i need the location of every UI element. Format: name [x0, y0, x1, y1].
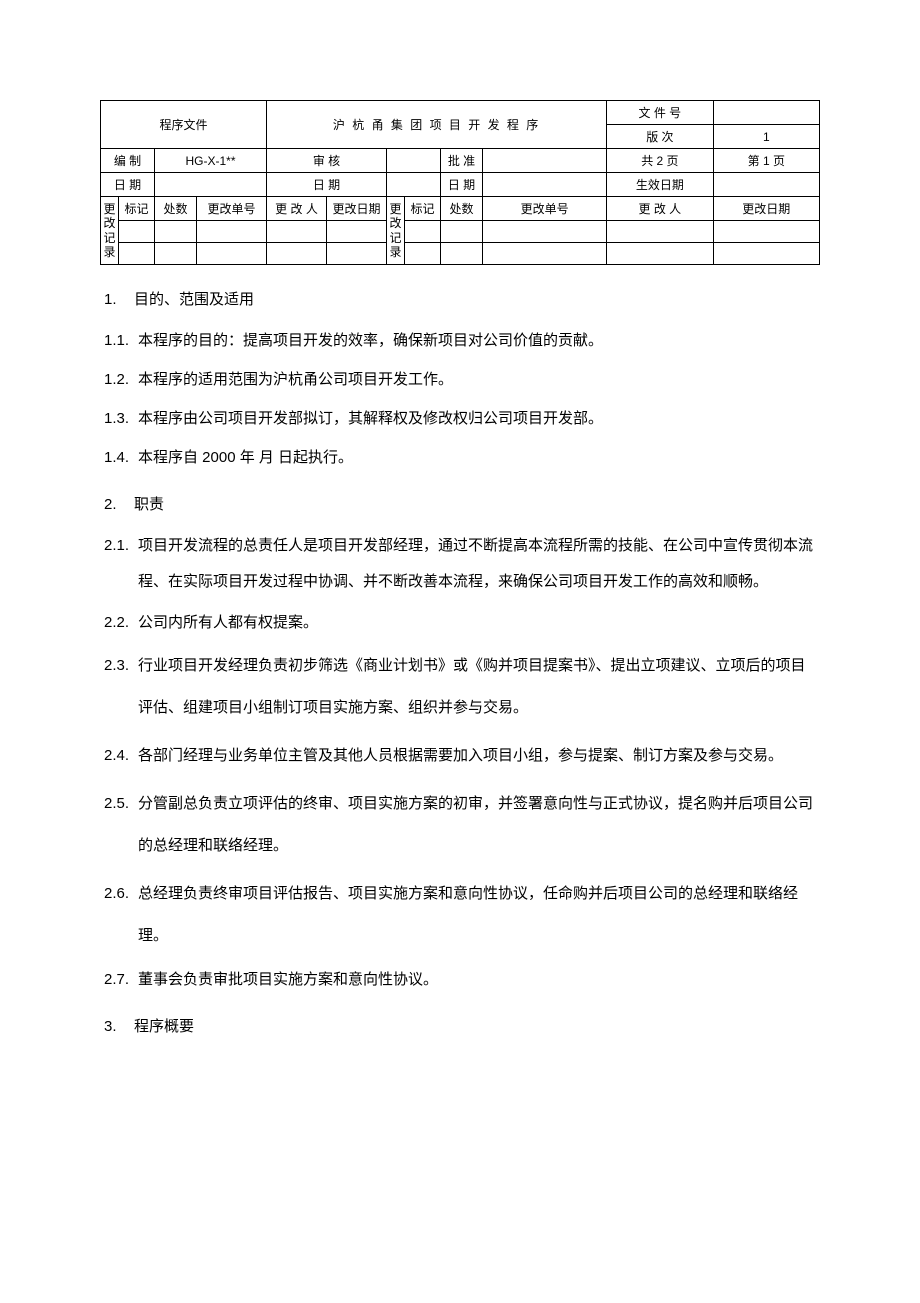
item-2-7: 2.7.董事会负责审批项目实施方案和意向性协议。 — [104, 963, 816, 996]
item-num: 1.2. — [104, 363, 138, 396]
version-label: 版 次 — [607, 125, 713, 149]
item-text: 本程序的目的：提高项目开发的效率，确保新项目对公司价值的贡献。 — [138, 332, 603, 349]
change-cell — [405, 243, 441, 265]
change-cell — [267, 221, 327, 243]
change-cell — [607, 243, 713, 265]
doc-no-value — [713, 101, 819, 125]
change-cell — [607, 221, 713, 243]
item-text: 行业项目开发经理负责初步筛选《商业计划书》或《购并项目提案书》、提出立项建议、立… — [138, 657, 806, 716]
change-cell — [483, 221, 607, 243]
date-label-2: 日 期 — [267, 173, 387, 197]
mark-label-r: 标记 — [405, 197, 441, 221]
section-3-heading: 3.程序概要 — [104, 1010, 816, 1045]
item-1-4: 1.4.本程序自 2000 年 月 日起执行。 — [104, 441, 816, 474]
date-value-2 — [387, 173, 441, 197]
section-2-heading: 2.职责 — [104, 488, 816, 523]
change-cell — [441, 243, 483, 265]
change-cell — [155, 243, 197, 265]
change-cell — [483, 243, 607, 265]
item-text: 公司内所有人都有权提案。 — [138, 614, 318, 631]
section-num: 1. — [104, 283, 134, 318]
item-num: 1.3. — [104, 402, 138, 435]
count-label-l: 处数 — [155, 197, 197, 221]
change-cell — [713, 243, 819, 265]
item-2-2: 2.2.公司内所有人都有权提案。 — [104, 606, 816, 639]
document-header-table: 程序文件 沪 杭 甬 集 团 项 目 开 发 程 序 文 件 号 版 次 1 编… — [100, 100, 820, 265]
item-1-2: 1.2.本程序的适用范围为沪杭甬公司项目开发工作。 — [104, 363, 816, 396]
change-cell — [327, 243, 387, 265]
section-1-heading: 1.目的、范围及适用 — [104, 283, 816, 318]
item-num: 2.6. — [104, 873, 138, 915]
item-num: 2.4. — [104, 735, 138, 777]
change-cell — [119, 221, 155, 243]
section-title: 目的、范围及适用 — [134, 291, 254, 308]
change-cell — [405, 221, 441, 243]
effective-label: 生效日期 — [607, 173, 713, 197]
date-value-1 — [155, 173, 267, 197]
item-num: 1.4. — [104, 441, 138, 474]
item-num: 2.2. — [104, 606, 138, 639]
item-text: 本程序自 2000 年 月 日起执行。 — [138, 449, 353, 466]
document-body-real: 1.目的、范围及适用 1.1.本程序的目的：提高项目开发的效率，确保新项目对公司… — [100, 283, 820, 1045]
section-num: 2. — [104, 488, 134, 523]
version-value: 1 — [713, 125, 819, 149]
order-label-l: 更改单号 — [197, 197, 267, 221]
change-cell — [197, 221, 267, 243]
date-label-r: 更改日期 — [713, 197, 819, 221]
change-record-vlabel-right: 更改记录 — [387, 197, 405, 265]
date-value-3 — [483, 173, 607, 197]
count-label-r: 处数 — [441, 197, 483, 221]
item-text: 总经理负责终审项目评估报告、项目实施方案和意向性协议，任命购并后项目公司的总经理… — [138, 885, 798, 944]
date-label-1: 日 期 — [101, 173, 155, 197]
author-label: 编 制 — [101, 149, 155, 173]
doc-title-cell: 沪 杭 甬 集 团 项 目 开 发 程 序 — [267, 101, 607, 149]
item-2-5: 2.5.分管副总负责立项评估的终审、项目实施方案的初审，并签署意向性与正式协议，… — [104, 783, 816, 867]
change-record-vlabel-left: 更改记录 — [101, 197, 119, 265]
change-cell — [713, 221, 819, 243]
change-cell — [155, 221, 197, 243]
item-1-1: 1.1.本程序的目的：提高项目开发的效率，确保新项目对公司价值的贡献。 — [104, 324, 816, 357]
change-cell — [441, 221, 483, 243]
item-num: 2.5. — [104, 783, 138, 825]
date-label-l: 更改日期 — [327, 197, 387, 221]
order-label-r: 更改单号 — [483, 197, 607, 221]
doc-type-cell: 程序文件 — [101, 101, 267, 149]
item-text: 董事会负责审批项目实施方案和意向性协议。 — [138, 971, 438, 988]
total-pages: 共 2 页 — [607, 149, 713, 173]
item-text: 分管副总负责立项评估的终审、项目实施方案的初审，并签署意向性与正式协议，提名购并… — [138, 795, 813, 854]
doc-no-label: 文 件 号 — [607, 101, 713, 125]
approve-label: 批 准 — [441, 149, 483, 173]
section-title: 程序概要 — [134, 1018, 194, 1035]
item-num: 2.1. — [104, 528, 138, 564]
section-title: 职责 — [134, 496, 164, 513]
item-num: 2.3. — [104, 645, 138, 687]
change-cell — [119, 243, 155, 265]
person-label-l: 更 改 人 — [267, 197, 327, 221]
approve-value — [483, 149, 607, 173]
item-2-6: 2.6.总经理负责终审项目评估报告、项目实施方案和意向性协议，任命购并后项目公司… — [104, 873, 816, 957]
item-text: 本程序的适用范围为沪杭甬公司项目开发工作。 — [138, 371, 453, 388]
item-text: 本程序由公司项目开发部拟订，其解释权及修改权归公司项目开发部。 — [138, 410, 603, 427]
item-num: 2.7. — [104, 963, 138, 996]
mark-label-l: 标记 — [119, 197, 155, 221]
date-label-3: 日 期 — [441, 173, 483, 197]
review-label: 审 核 — [267, 149, 387, 173]
change-cell — [327, 221, 387, 243]
author-value: HG-X-1** — [155, 149, 267, 173]
person-label-r: 更 改 人 — [607, 197, 713, 221]
change-cell — [197, 243, 267, 265]
item-2-4: 2.4.各部门经理与业务单位主管及其他人员根据需要加入项目小组，参与提案、制订方… — [104, 735, 816, 777]
review-value — [387, 149, 441, 173]
change-cell — [267, 243, 327, 265]
section-num: 3. — [104, 1010, 134, 1045]
current-page: 第 1 页 — [713, 149, 819, 173]
item-2-3: 2.3.行业项目开发经理负责初步筛选《商业计划书》或《购并项目提案书》、提出立项… — [104, 645, 816, 729]
item-2-1: 2.1.项目开发流程的总责任人是项目开发部经理，通过不断提高本流程所需的技能、在… — [104, 528, 816, 600]
item-1-3: 1.3.本程序由公司项目开发部拟订，其解释权及修改权归公司项目开发部。 — [104, 402, 816, 435]
effective-value — [713, 173, 819, 197]
item-num: 1.1. — [104, 324, 138, 357]
item-text: 各部门经理与业务单位主管及其他人员根据需要加入项目小组，参与提案、制订方案及参与… — [138, 747, 783, 764]
item-text: 项目开发流程的总责任人是项目开发部经理，通过不断提高本流程所需的技能、在公司中宣… — [138, 537, 813, 590]
